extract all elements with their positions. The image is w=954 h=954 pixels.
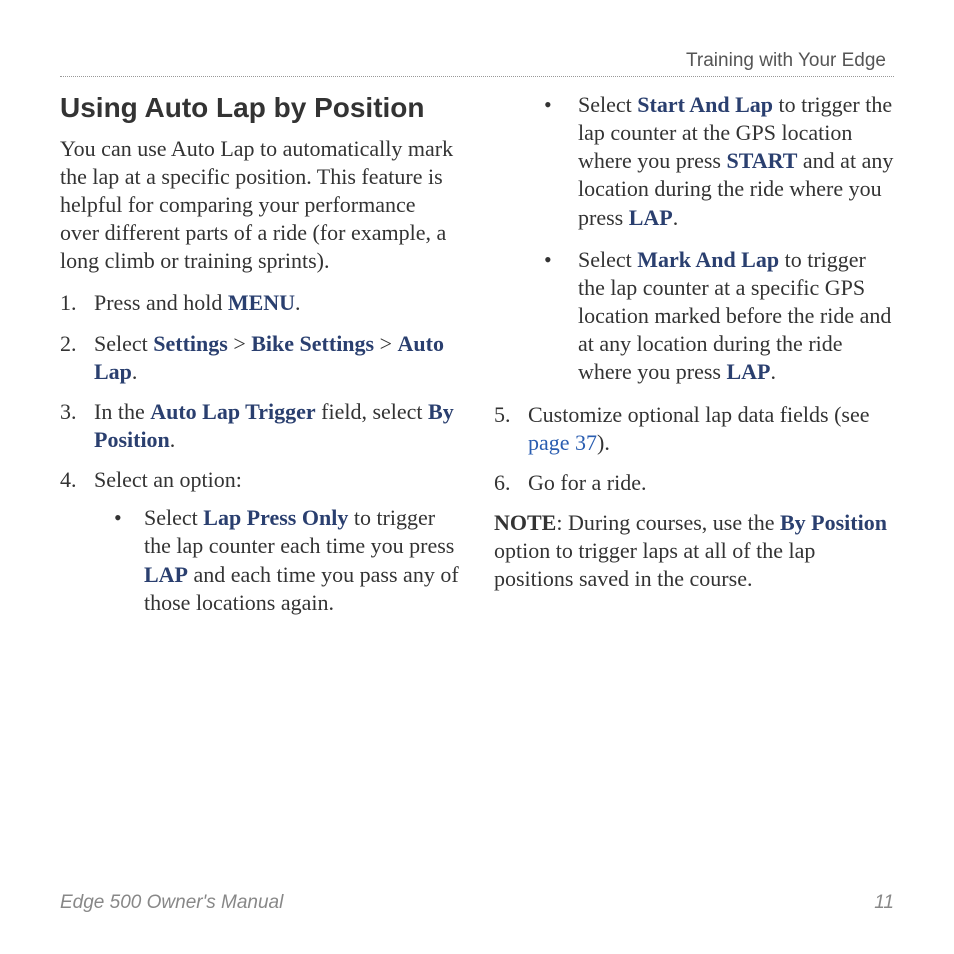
opt1-c: and each time you pass any of those loca… [144, 562, 459, 615]
step-6-number: 6. [494, 469, 511, 497]
step-5: 5. Customize optional lap data fields (s… [494, 401, 894, 457]
page-37-link[interactable]: page 37 [528, 430, 597, 455]
lap-keyword-2: LAP [629, 205, 673, 230]
menu-keyword: MENU [228, 290, 295, 315]
header-section-label: Training with Your Edge [60, 50, 894, 72]
step-5-text-b: ). [597, 430, 610, 455]
lap-press-only-keyword: Lap Press Only [203, 505, 348, 530]
lap-keyword-3: LAP [726, 359, 770, 384]
step-6-text: Go for a ride. [528, 470, 647, 495]
step-5-text-a: Customize optional lap data fields (see [528, 402, 870, 427]
step-5-number: 5. [494, 401, 511, 429]
step-4-text: Select an option: [94, 467, 242, 492]
step-3-text-c: . [170, 427, 176, 452]
step-4: Select an option: Select Lap Press Only … [60, 466, 460, 617]
section-title: Using Auto Lap by Position [60, 91, 460, 125]
steps-list: Press and hold MENU. Select Settings > B… [60, 289, 460, 617]
bike-settings-keyword: Bike Settings [251, 331, 374, 356]
lap-keyword-1: LAP [144, 562, 188, 587]
start-and-lap-keyword: Start And Lap [637, 92, 773, 117]
auto-lap-trigger-keyword: Auto Lap Trigger [150, 399, 315, 424]
mark-and-lap-keyword: Mark And Lap [637, 247, 779, 272]
step-1: Press and hold MENU. [60, 289, 460, 317]
step-6: 6. Go for a ride. [494, 469, 894, 497]
option-start-and-lap: Select Start And Lap to trigger the lap … [494, 91, 894, 232]
step-2-text-a: Select [94, 331, 153, 356]
step-2-gt1: > [228, 331, 251, 356]
opt2-a: Select [578, 92, 637, 117]
manual-page: Training with Your Edge Using Auto Lap b… [0, 0, 954, 954]
step-2-gt2: > [374, 331, 397, 356]
step-3-text-a: In the [94, 399, 150, 424]
page-footer: Edge 500 Owner's Manual 11 [60, 892, 894, 914]
step-3-text-b: field, select [316, 399, 428, 424]
note-a: : During courses, use the [556, 510, 780, 535]
step-3: In the Auto Lap Trigger field, select By… [60, 398, 460, 454]
column-right: Select Start And Lap to trigger the lap … [494, 91, 894, 631]
option-mark-and-lap: Select Mark And Lap to trigger the lap c… [494, 246, 894, 387]
option-lap-press-only: Select Lap Press Only to trigger the lap… [94, 504, 460, 617]
note-b: option to trigger laps at all of the lap… [494, 538, 815, 591]
step-2-text-b: . [132, 359, 138, 384]
note-paragraph: NOTE: During courses, use the By Positio… [494, 509, 894, 593]
column-left: Using Auto Lap by Position You can use A… [60, 91, 460, 631]
step-1-text-b: . [295, 290, 301, 315]
by-position-note-keyword: By Position [780, 510, 887, 535]
opt1-a: Select [144, 505, 203, 530]
step-2: Select Settings > Bike Settings > Auto L… [60, 330, 460, 386]
opt2-d: . [673, 205, 679, 230]
note-label: NOTE [494, 510, 556, 535]
footer-page-number: 11 [874, 892, 894, 914]
opt3-c: . [770, 359, 776, 384]
intro-paragraph: You can use Auto Lap to automatically ma… [60, 135, 460, 276]
opt3-a: Select [578, 247, 637, 272]
content-columns: Using Auto Lap by Position You can use A… [60, 91, 894, 631]
step-4-options-cont: Select Start And Lap to trigger the lap … [494, 91, 894, 387]
settings-keyword: Settings [153, 331, 228, 356]
footer-manual-title: Edge 500 Owner's Manual [60, 892, 283, 914]
header-rule [60, 76, 894, 77]
start-keyword: START [726, 148, 797, 173]
steps-list-cont: 5. Customize optional lap data fields (s… [494, 401, 894, 497]
step-1-text-a: Press and hold [94, 290, 228, 315]
step-4-options: Select Lap Press Only to trigger the lap… [94, 504, 460, 617]
